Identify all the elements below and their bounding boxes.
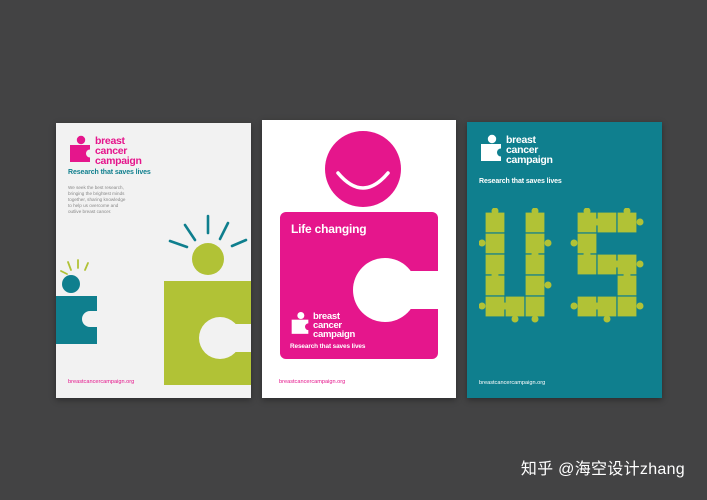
poster-us: breast cancer campaign Research that sav… (467, 122, 662, 398)
tagline: Research that saves lives (479, 178, 562, 185)
headline: Life changing (291, 222, 367, 236)
puzzle-person-logo-icon (481, 134, 503, 161)
puzzle-pieces-us-icon (479, 208, 644, 323)
website-url: breastcancercampaign.org (479, 380, 546, 386)
puzzle-person-logo-icon (70, 135, 92, 162)
teal-puzzle-person-icon (56, 259, 100, 344)
brand-name: breast cancer campaign (95, 135, 142, 167)
brand-name: breast cancer campaign (506, 134, 553, 166)
watermark-text: 知乎 @海空设计zhang (520, 461, 685, 478)
tagline: Research that saves lives (290, 343, 366, 350)
poster-life-changing: Life changing breast cancer campaign Res… (262, 120, 456, 398)
body-copy: We seek the best research, bringing the … (68, 185, 126, 214)
tagline: Research that saves lives (68, 169, 151, 176)
smiling-puzzle-person-icon (280, 131, 442, 359)
brand-name: breast cancer campaign (313, 311, 355, 340)
website-url: breastcancercampaign.org (68, 379, 135, 385)
poster-research: breast cancer campaign Research that sav… (56, 123, 251, 398)
puzzle-person-logo-icon (291, 312, 310, 334)
lime-puzzle-person-icon (164, 214, 251, 385)
website-url: breastcancercampaign.org (279, 379, 346, 385)
